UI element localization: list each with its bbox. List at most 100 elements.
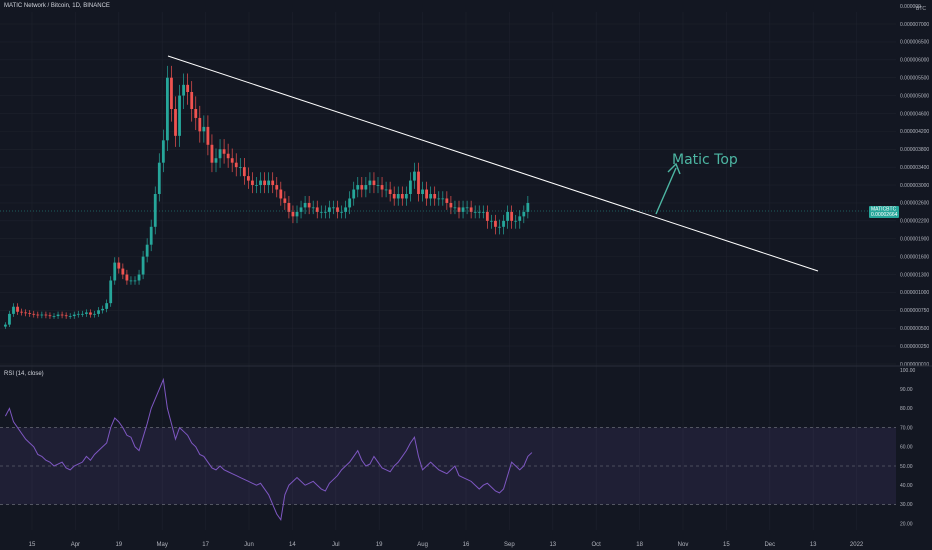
x-tick-label: 13 <box>549 542 556 548</box>
candle-body <box>311 207 315 209</box>
candle-body <box>364 185 368 190</box>
candle-body <box>526 202 530 212</box>
x-tick-label: 13 <box>810 542 817 548</box>
candle-body <box>433 194 437 199</box>
candle-body <box>234 162 238 168</box>
candle-body <box>230 158 234 163</box>
price-tick-label: 0.000002200 <box>900 219 929 225</box>
candle-body <box>392 194 396 199</box>
candle-body <box>481 211 485 213</box>
candle-body <box>477 211 481 213</box>
price-top-tick-label: 0.000009 <box>900 4 921 10</box>
price-tick-label: 0.000006500 <box>900 40 929 46</box>
candle-body <box>457 207 461 212</box>
candle-body <box>109 280 113 304</box>
candle-body <box>267 180 271 186</box>
candle-body <box>16 306 19 312</box>
candle-body <box>413 171 416 181</box>
candle-body <box>437 198 441 200</box>
rsi-tick-label: 40.00 <box>900 483 913 489</box>
x-tick-label: 19 <box>115 542 122 548</box>
x-tick-label: 19 <box>376 542 383 548</box>
candle-body <box>206 126 210 145</box>
candle-body <box>222 149 226 154</box>
candle-body <box>32 313 36 315</box>
candle-body <box>352 189 356 199</box>
x-tick-label: 14 <box>289 542 296 548</box>
candle-body <box>186 84 190 92</box>
candle-body <box>469 207 473 212</box>
candle-body <box>242 167 246 177</box>
rsi-tick-label: 70.00 <box>900 425 913 431</box>
x-tick-label: 16 <box>463 542 470 548</box>
candle-body <box>279 189 283 199</box>
price-badge <box>869 206 899 218</box>
candle-body <box>129 280 133 282</box>
candle-body <box>141 256 145 275</box>
candle-body <box>307 202 311 208</box>
candle-body <box>85 312 88 314</box>
candle-body <box>522 211 526 217</box>
annotation-arrow <box>655 162 681 215</box>
candle-body <box>299 207 303 212</box>
candle-body <box>291 211 295 217</box>
candle-body <box>514 220 518 222</box>
candle-body <box>465 207 469 209</box>
x-tick-label: 15 <box>723 542 730 548</box>
candle-body <box>303 202 307 208</box>
candle-body <box>68 316 72 317</box>
candle-body <box>380 185 384 190</box>
candle-body <box>89 312 92 315</box>
candle-body <box>238 167 242 168</box>
candle-body <box>121 268 125 275</box>
candle-body <box>105 303 109 309</box>
annotation-label: Matic Top <box>672 152 738 168</box>
candle-body <box>170 77 173 109</box>
x-tick-label: Sep <box>504 542 515 548</box>
candle-body <box>214 158 218 163</box>
candle-body <box>210 144 214 163</box>
chart-legend: MATIC Network / Bitcoin, 1D, BINANCE <box>4 3 110 9</box>
candle-body <box>388 189 392 194</box>
candle-body <box>202 126 206 132</box>
candle-body <box>153 194 157 227</box>
candle-body <box>125 274 129 281</box>
candle-body <box>360 185 364 190</box>
candle-body <box>498 226 501 228</box>
candle-body <box>145 244 149 257</box>
x-tick-label: 2022 <box>850 542 864 548</box>
candle-body <box>259 180 262 186</box>
rsi-tick-label: 50.00 <box>900 464 913 470</box>
price-tick-label: 0.000005500 <box>900 75 929 81</box>
candle-body <box>161 140 165 163</box>
candle-body <box>283 198 287 203</box>
price-tick-label: 0.000003800 <box>900 147 929 153</box>
candle-body <box>485 211 489 221</box>
rsi-tick-label: 20.00 <box>900 521 913 527</box>
candle-body <box>356 185 360 190</box>
x-tick-label: Dec <box>764 542 775 548</box>
x-tick-label: May <box>157 542 168 548</box>
x-tick-label: Oct <box>592 542 602 548</box>
candle-body <box>174 109 177 136</box>
candle-body <box>149 226 153 245</box>
price-tick-label: 0.000001900 <box>900 237 929 243</box>
rsi-tick-label: 100.00 <box>900 368 916 374</box>
price-tick-label: 0.000001000 <box>900 290 929 296</box>
candle-body <box>348 198 352 208</box>
candle-body <box>449 202 453 208</box>
candle-body <box>133 280 137 282</box>
candle-body <box>157 162 161 194</box>
candle-body <box>137 274 141 281</box>
candle-body <box>315 207 319 212</box>
candle-body <box>323 211 327 213</box>
candle-body <box>473 211 477 213</box>
candle-body <box>396 194 400 199</box>
candle-body <box>24 312 28 314</box>
candle-body <box>64 315 68 317</box>
candle-body <box>490 220 493 222</box>
candle-body <box>166 77 169 141</box>
candle-body <box>80 313 84 315</box>
candle-body <box>113 262 117 281</box>
